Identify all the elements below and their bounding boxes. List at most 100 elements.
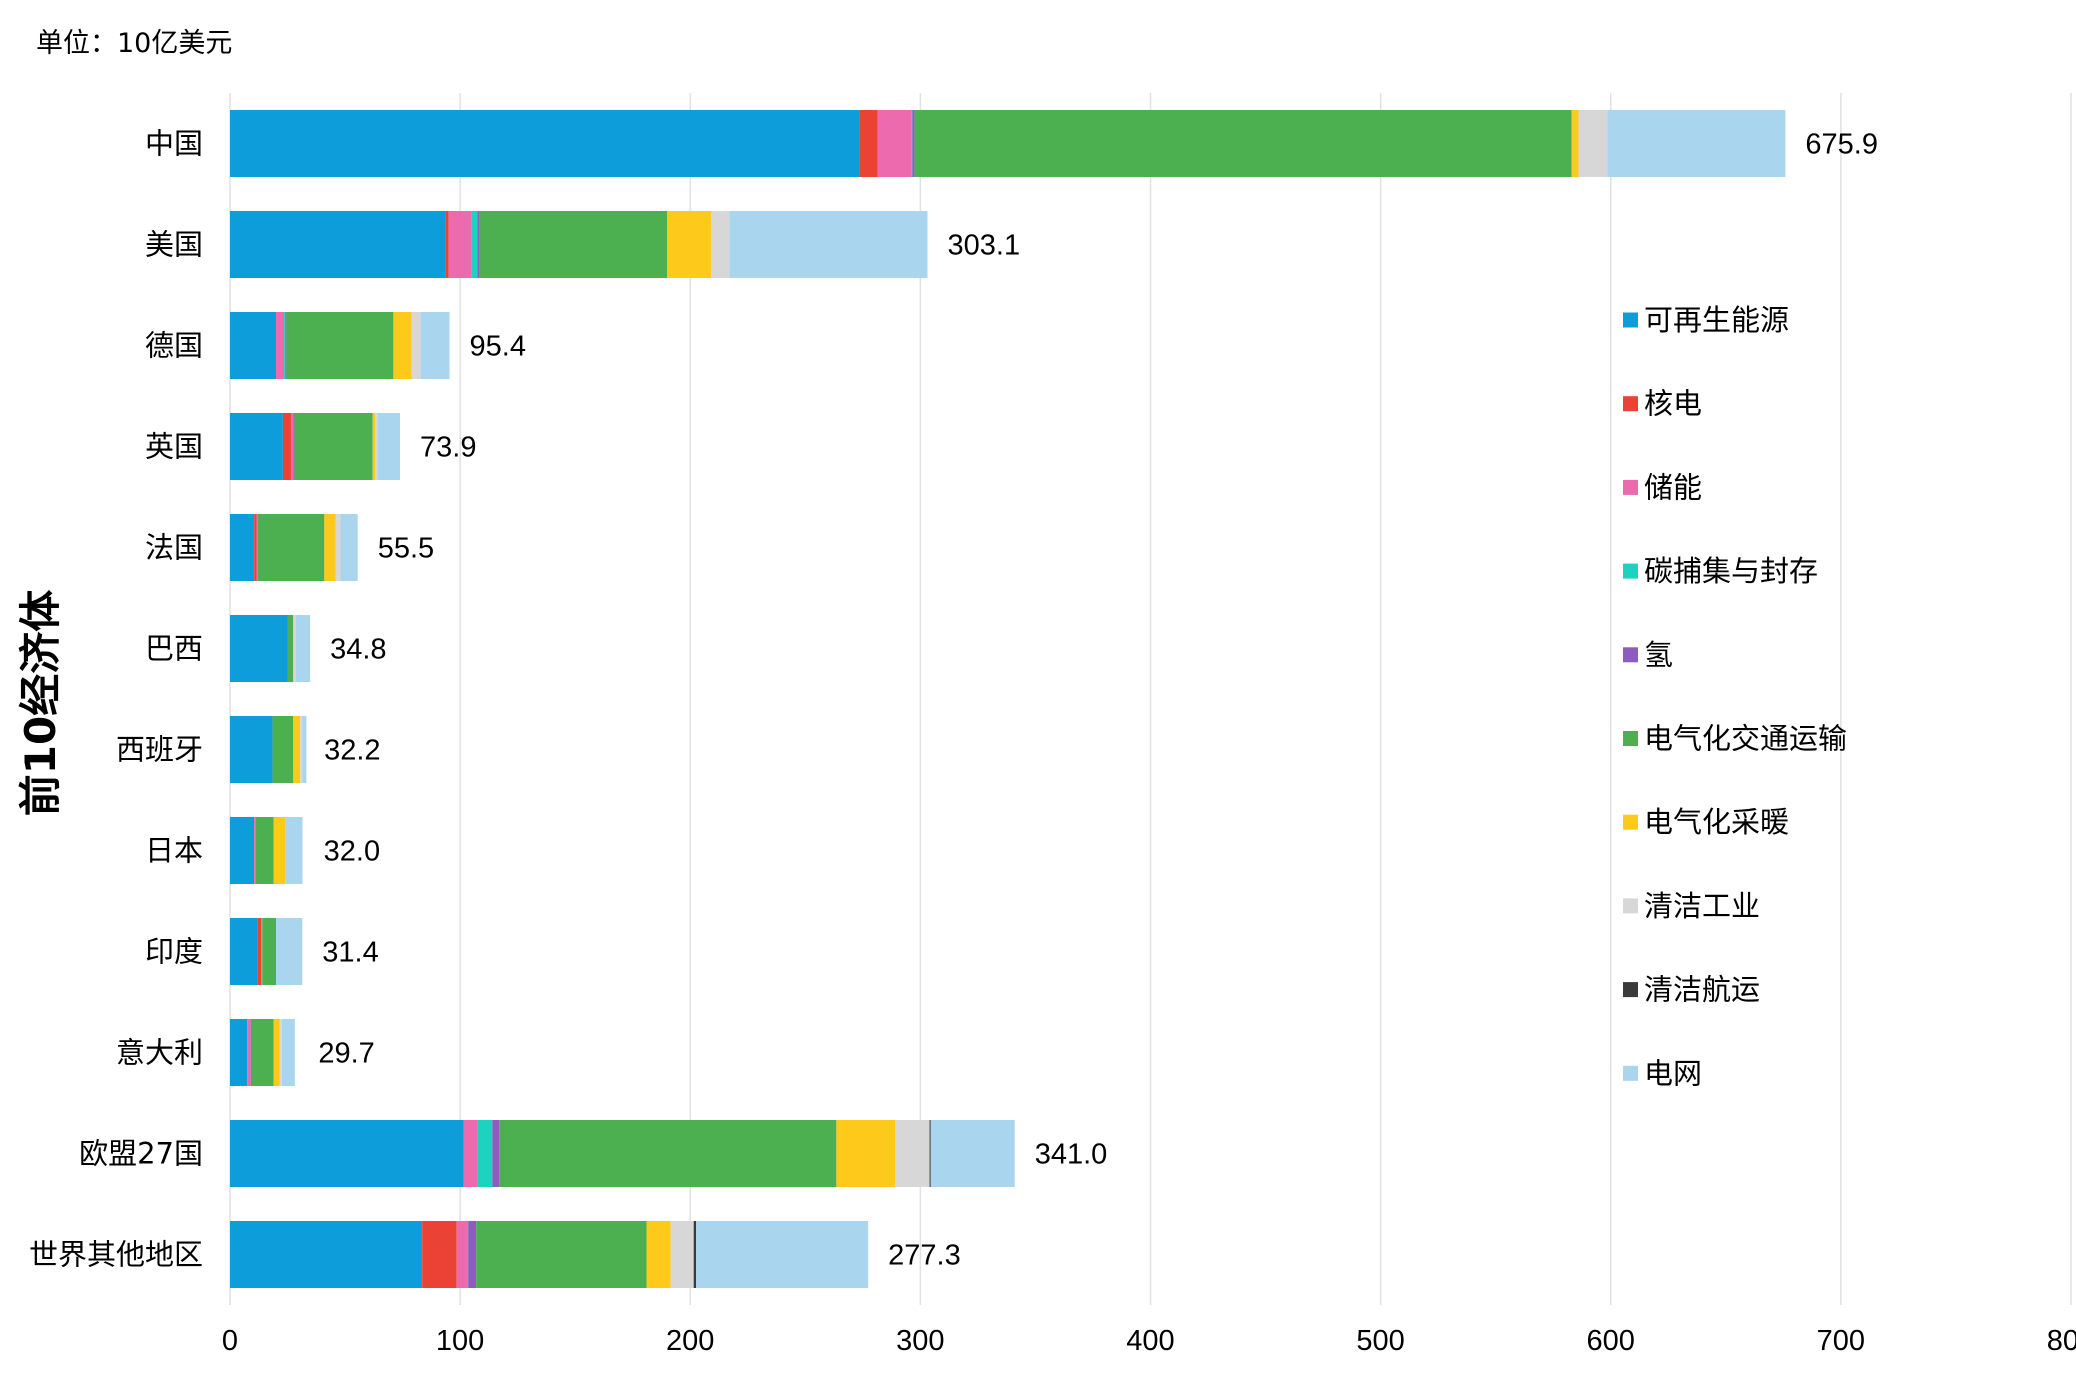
legend-label: 电气化采暖: [1644, 805, 1789, 839]
bar-segment: [300, 716, 303, 783]
legend-swatch: [1623, 396, 1638, 412]
legend-swatch: [1623, 731, 1638, 746]
bar-segment: [445, 211, 449, 278]
x-tick-label: 800: [2047, 1325, 2076, 1357]
bar-segment: [1571, 110, 1579, 177]
bar-segment: [254, 817, 256, 884]
bar-segment: [230, 413, 283, 480]
bar-segment: [273, 1019, 280, 1086]
bar-segment: [476, 1221, 647, 1288]
bar-segment: [710, 211, 730, 278]
x-tick-label: 600: [1587, 1325, 1635, 1357]
bar-segment: [230, 514, 255, 581]
x-tick-label: 500: [1356, 1325, 1404, 1357]
bar-segment: [262, 918, 277, 985]
bar-segment: [255, 817, 274, 884]
bar-segment: [372, 413, 375, 480]
bar-segment: [324, 514, 336, 581]
y-axis-title: 前10经济体: [16, 590, 65, 816]
bar-segment: [895, 1120, 930, 1187]
total-label: 29.7: [318, 1038, 374, 1070]
bar-segment: [448, 211, 472, 278]
bar-segment: [230, 918, 258, 985]
category-label: 印度: [145, 935, 203, 969]
total-label: 34.8: [330, 634, 386, 666]
bar-segment: [693, 1221, 697, 1288]
bar-segment: [340, 514, 358, 581]
bar-segment: [230, 312, 277, 379]
bar-segment: [256, 514, 258, 581]
bar-segment: [374, 413, 378, 480]
grid-layer: [229, 93, 2072, 1305]
bar-segment: [477, 211, 480, 278]
total-labels: 675.9 303.1 95.4 73.9 55.5 34.8 32.2 32.0 31.4 29…: [318, 129, 1878, 1272]
total-label: 55.5: [378, 533, 434, 565]
legend-label: 储能: [1644, 470, 1702, 504]
legend-label: 可再生能源: [1644, 303, 1789, 337]
bar-segment: [230, 211, 446, 278]
bar-segment: [667, 211, 711, 278]
bar-segment: [276, 918, 303, 985]
legend-swatch: [1623, 814, 1638, 830]
total-label: 31.4: [322, 937, 378, 969]
bar-segment: [302, 716, 307, 783]
total-label: 303.1: [948, 230, 1021, 262]
legend-swatch: [1623, 312, 1638, 328]
x-tick-label: 100: [436, 1325, 484, 1357]
bar-segment: [293, 716, 301, 783]
total-label: 675.9: [1805, 129, 1878, 161]
bar-segment: [230, 716, 273, 783]
bar-segment: [294, 413, 373, 480]
bar-segment: [477, 1120, 493, 1187]
bar-segment: [273, 817, 286, 884]
total-label: 73.9: [420, 432, 476, 464]
bar-segment: [282, 413, 291, 480]
bar-segment: [281, 1019, 295, 1086]
category-label: 世界其他地区: [29, 1238, 203, 1272]
bar-segment: [912, 110, 915, 177]
total-label: 32.0: [324, 836, 380, 868]
category-label: 英国: [145, 430, 203, 464]
bar-segment: [479, 211, 668, 278]
bar-segment: [468, 1221, 477, 1288]
total-label: 341.0: [1035, 1139, 1108, 1171]
bar-segment: [499, 1120, 837, 1187]
bar-segment: [471, 211, 478, 278]
x-tick-labels: 0 100 200 300 400 500 600 700 800: [222, 1325, 2076, 1357]
bar-segment: [272, 716, 294, 783]
bar-segment: [230, 615, 288, 682]
bar-segment: [276, 312, 285, 379]
bar-segment: [230, 110, 860, 177]
bar-segment: [290, 413, 294, 480]
legend-swatch: [1623, 647, 1638, 663]
bar-segment: [467, 1221, 469, 1288]
bar-segment: [1607, 110, 1786, 177]
bar-segment: [411, 312, 422, 379]
legend-swatch: [1623, 563, 1638, 579]
bar-segment: [285, 817, 303, 884]
category-label: 德国: [145, 329, 203, 363]
x-tick-label: 400: [1126, 1325, 1174, 1357]
bar-segment: [230, 1120, 464, 1187]
legend-label: 清洁航运: [1644, 973, 1760, 1007]
bar-segment: [285, 312, 287, 379]
bar-segment: [247, 1019, 251, 1086]
category-label: 欧盟27国: [79, 1137, 203, 1171]
bar-segment: [492, 1120, 500, 1187]
legend-label: 清洁工业: [1644, 889, 1760, 923]
total-label: 95.4: [470, 331, 526, 363]
category-label: 巴西: [145, 632, 203, 666]
bar-segment: [293, 615, 296, 682]
bar-segment: [393, 312, 412, 379]
bar-segment: [911, 110, 913, 177]
category-label: 日本: [145, 834, 203, 868]
bar-segment: [670, 1221, 694, 1288]
legend-label: 氢: [1644, 638, 1673, 672]
bar-segment: [463, 1120, 478, 1187]
bar-segment: [250, 1019, 252, 1086]
bar-segment: [859, 110, 878, 177]
legend-label: 核电: [1644, 387, 1702, 421]
bar-segment: [230, 817, 254, 884]
